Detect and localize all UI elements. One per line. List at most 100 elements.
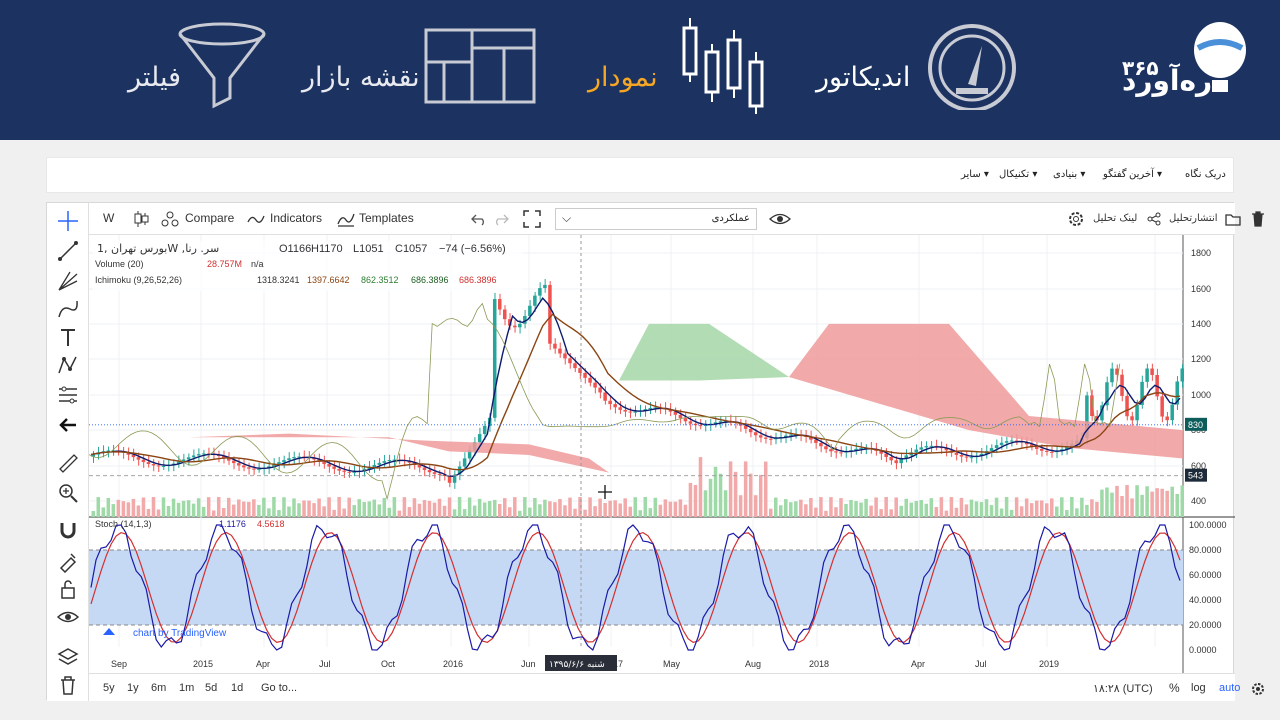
- chart-settings-gear-icon[interactable]: [1251, 682, 1265, 696]
- publish-analysis-button[interactable]: انتشارتحلیل: [1169, 213, 1218, 224]
- candle-style-icon[interactable]: [133, 210, 149, 228]
- templates-button[interactable]: Templates: [359, 211, 414, 225]
- range-5y[interactable]: 5y: [103, 682, 115, 694]
- range-5d[interactable]: 5d: [205, 682, 218, 694]
- delete-trash-icon[interactable]: [1251, 211, 1265, 227]
- candle-body: [1115, 368, 1119, 375]
- compare-button[interactable]: Compare: [185, 211, 235, 225]
- settings-gear-icon[interactable]: [1067, 210, 1085, 228]
- volume-bar: [247, 501, 251, 517]
- volume-bar: [718, 473, 723, 517]
- stoch-axis-label: 0.0000: [1189, 645, 1217, 655]
- volume-bar: [919, 500, 924, 517]
- brush-icon[interactable]: [56, 297, 80, 321]
- symbol-menu-bar: دریک نگاه آخرین ▾ گفتگو بنیادی ▾ تکنیکال…: [46, 157, 1234, 193]
- volume-bar: [678, 499, 683, 517]
- lock-drawing-icon[interactable]: [56, 549, 80, 573]
- brand-logo[interactable]: ره‌آورد ۳۶۵: [1118, 18, 1258, 108]
- nav-filter[interactable]: فیلتر: [128, 62, 182, 93]
- volume-bar: [829, 497, 833, 517]
- volume-bar: [1180, 485, 1184, 517]
- range-6m[interactable]: 6m: [151, 682, 167, 694]
- redo-icon[interactable]: [493, 212, 509, 226]
- volume-bar: [598, 498, 602, 517]
- zoom-in-icon[interactable]: [56, 481, 80, 505]
- eye-icon[interactable]: [56, 605, 80, 629]
- candle-body: [201, 453, 206, 455]
- analysis-dropdown[interactable]: ⌵ عملکردی: [555, 208, 757, 230]
- volume-bar: [528, 507, 532, 517]
- share-link-button[interactable]: لینک تحلیل: [1093, 213, 1138, 224]
- volume-bar: [949, 497, 954, 517]
- candle-body: [1014, 440, 1019, 442]
- prediction-icon[interactable]: [56, 383, 80, 407]
- goto-button[interactable]: Go to...: [261, 682, 298, 694]
- volume-bar: [242, 501, 246, 517]
- candle-body: [352, 471, 356, 473]
- layers-icon[interactable]: [56, 645, 80, 669]
- price-axis-label: 1200: [1191, 354, 1211, 364]
- candle-body: [337, 468, 341, 471]
- text-tool-icon[interactable]: [56, 325, 80, 349]
- range-1m[interactable]: 1m: [179, 682, 195, 694]
- legend-ichimoku-value: 862.3512: [361, 275, 399, 285]
- volume-bar: [96, 497, 101, 517]
- fullscreen-icon[interactable]: [523, 210, 541, 228]
- indicators-button[interactable]: Indicators: [270, 211, 323, 225]
- crosshair-icon[interactable]: [56, 209, 80, 233]
- trend-line-icon[interactable]: [56, 239, 80, 263]
- volume-bar: [789, 502, 793, 517]
- visibility-eye-icon[interactable]: [769, 212, 791, 226]
- volume-bar: [302, 500, 306, 517]
- range-1d[interactable]: 1d: [231, 682, 244, 694]
- volume-bar: [297, 503, 301, 517]
- menu-technical[interactable]: تکنیکال ▾: [999, 169, 1038, 180]
- candle-body: [497, 299, 502, 310]
- menu-other[interactable]: سایر ▾: [961, 169, 989, 180]
- interval-button[interactable]: W: [103, 211, 115, 225]
- candle-body: [603, 392, 607, 401]
- volume-bar: [849, 499, 853, 517]
- candle-body: [367, 467, 372, 470]
- candle-body: [508, 319, 512, 326]
- volume-bar: [277, 510, 281, 517]
- candle-body: [999, 442, 1004, 446]
- unlock-icon[interactable]: [56, 577, 80, 601]
- log-toggle[interactable]: log: [1191, 682, 1206, 694]
- volume-bar: [628, 506, 632, 517]
- candle-body: [593, 382, 597, 388]
- back-arrow-icon[interactable]: [56, 413, 80, 437]
- menu-fundamental[interactable]: بنیادی ▾: [1053, 169, 1086, 180]
- nav-market-map[interactable]: نقشه بازار: [302, 62, 420, 93]
- volume-bar: [508, 507, 512, 517]
- nav-indicator[interactable]: اندیکاتور: [816, 62, 911, 93]
- candle-body: [738, 423, 743, 426]
- magnet-icon[interactable]: [56, 519, 80, 543]
- volume-bar: [272, 497, 276, 517]
- menu-overview[interactable]: دریک نگاه: [1185, 169, 1226, 180]
- percent-toggle[interactable]: %: [1169, 681, 1180, 695]
- candle-body: [151, 464, 156, 466]
- legend-ichimoku-value: 686.3896: [459, 275, 497, 285]
- time-axis-label: Jun: [521, 659, 536, 669]
- menu-discussion[interactable]: گفتگو: [1103, 169, 1127, 180]
- nav-chart[interactable]: نمودار: [588, 62, 658, 93]
- price-chart[interactable]: 18001600140012001000800600400100.000080.…: [89, 235, 1235, 673]
- trash-icon[interactable]: [56, 673, 80, 697]
- volume-bar: [1080, 497, 1084, 517]
- volume-bar: [603, 502, 607, 517]
- candle-body: [462, 458, 467, 467]
- volume-bar: [211, 510, 216, 517]
- time-axis-label: Sep: [111, 659, 127, 669]
- volume-bar: [1060, 497, 1064, 517]
- undo-icon[interactable]: [471, 212, 487, 226]
- ruler-icon[interactable]: [56, 451, 80, 475]
- range-1y[interactable]: 1y: [127, 682, 139, 694]
- candle-body: [372, 464, 377, 468]
- auto-toggle[interactable]: auto: [1219, 682, 1241, 694]
- menu-latest[interactable]: آخرین ▾: [1129, 169, 1163, 180]
- fib-fan-icon[interactable]: [56, 269, 80, 293]
- volume-bar: [101, 507, 106, 517]
- pattern-icon[interactable]: [56, 353, 80, 377]
- candle-body: [407, 461, 412, 463]
